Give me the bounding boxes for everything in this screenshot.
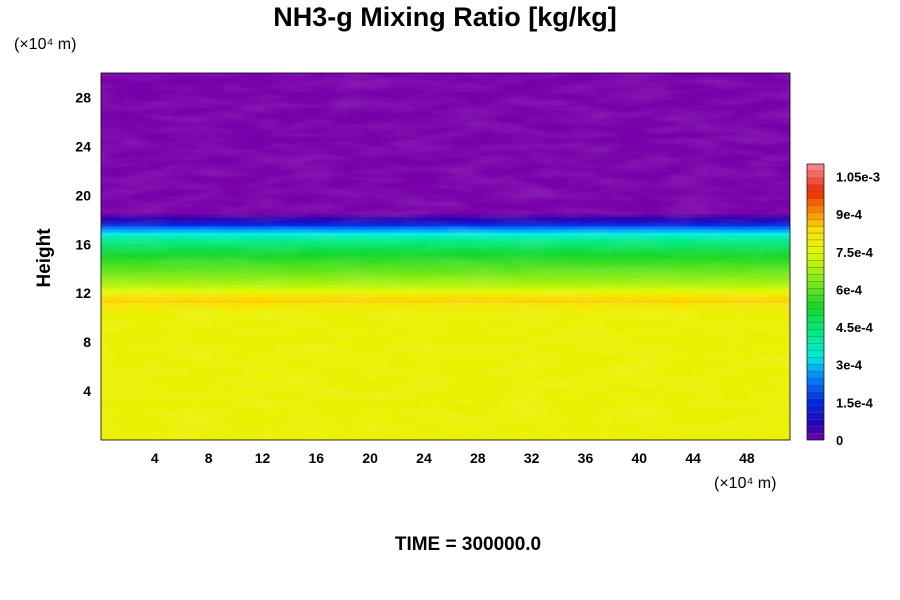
colorbar-segment xyxy=(806,281,825,289)
colorbar-segment xyxy=(806,225,825,234)
y-axis-label: Height xyxy=(34,228,55,288)
colorbar-segment xyxy=(806,419,825,427)
colorbar-segment xyxy=(806,198,825,206)
colorbar-segment xyxy=(806,232,825,241)
colorbar-tick-label: 0 xyxy=(836,433,843,448)
x-tick-label: 44 xyxy=(685,450,701,466)
colorbar-segment xyxy=(806,315,825,323)
colorbar-segment xyxy=(806,432,825,441)
colorbar-segment xyxy=(806,239,825,247)
y-tick-label: 4 xyxy=(83,383,91,399)
colorbar-segment xyxy=(806,391,825,399)
colorbar-segment xyxy=(806,363,825,372)
x-tick-label: 32 xyxy=(524,450,540,466)
x-unit-label: (×10⁴ m) xyxy=(714,475,776,492)
x-tick-label: 24 xyxy=(416,450,432,466)
colorbar-segment xyxy=(806,294,825,303)
x-tick-label: 12 xyxy=(255,450,271,466)
x-ticks: 4 8 12 16 20 24 28 32 36 40 44 48 xyxy=(151,450,755,466)
y-ticks: 4 8 12 16 20 24 28 xyxy=(75,89,91,399)
colorbar-segment xyxy=(806,274,825,282)
colorbar-segment xyxy=(806,412,825,420)
colorbar-segment xyxy=(806,253,825,261)
colorbar-tick-label: 7.5e-4 xyxy=(836,245,874,260)
y-tick-label: 28 xyxy=(75,89,91,105)
x-tick-label: 48 xyxy=(739,450,755,466)
colorbar-segment xyxy=(806,301,825,310)
x-tick-label: 36 xyxy=(578,450,594,466)
colorbar-segment xyxy=(806,191,825,199)
colorbar-tick-label: 9e-4 xyxy=(836,207,863,222)
colorbar-segment xyxy=(806,184,825,192)
colorbar-segment xyxy=(806,377,825,385)
x-tick-label: 8 xyxy=(205,450,213,466)
colorbar-segment xyxy=(806,246,825,254)
colorbar-segment xyxy=(806,384,825,392)
x-tick-label: 40 xyxy=(631,450,647,466)
colorbar-segment xyxy=(806,370,825,379)
x-tick-label: 28 xyxy=(470,450,486,466)
x-tick-label: 20 xyxy=(362,450,378,466)
x-tick-label: 4 xyxy=(151,450,159,466)
colorbar-segment xyxy=(806,350,825,358)
colorbar-segment xyxy=(806,405,825,413)
y-tick-label: 20 xyxy=(75,187,91,203)
y-tick-label: 8 xyxy=(83,334,91,350)
colorbar xyxy=(806,163,825,441)
colorbar-segment xyxy=(806,177,825,185)
colorbar-segment xyxy=(806,322,825,330)
colorbar-segment xyxy=(806,260,825,268)
field-texture xyxy=(101,73,790,440)
colorbar-tick-label: 4.5e-4 xyxy=(836,320,874,335)
colorbar-segment xyxy=(806,212,825,220)
colorbar-segment xyxy=(806,398,825,406)
colorbar-segment xyxy=(806,267,825,275)
colorbar-frame xyxy=(806,163,825,441)
colorbar-tick-label: 3e-4 xyxy=(836,358,863,373)
colorbar-segment xyxy=(806,205,825,213)
colorbar-tick-label: 1.5e-4 xyxy=(836,395,874,410)
colorbar-segment xyxy=(806,343,825,351)
colorbar-segment xyxy=(806,163,825,172)
colorbar-segment xyxy=(806,357,825,365)
colorbar-segment xyxy=(806,288,825,296)
plot-frame xyxy=(100,72,791,441)
chart-title: NH3-g Mixing Ratio [kg/kg] xyxy=(273,2,617,32)
colorbar-tick-label: 6e-4 xyxy=(836,282,863,297)
colorbar-segment xyxy=(806,329,825,337)
colorbar-segment xyxy=(806,170,825,178)
x-tick-label: 16 xyxy=(309,450,325,466)
colorbar-ticks: 0 1.5e-4 3e-4 4.5e-4 6e-4 7.5e-4 9e-4 1.05e-3 xyxy=(836,170,880,448)
y-tick-label: 24 xyxy=(75,138,91,154)
time-label: TIME = 300000.0 xyxy=(395,534,541,555)
y-unit-label: (×10⁴ m) xyxy=(14,36,76,53)
colorbar-tick-label: 1.05e-3 xyxy=(836,170,880,185)
y-tick-label: 12 xyxy=(75,285,91,301)
colorbar-segment xyxy=(806,426,825,434)
colorbar-segment xyxy=(806,219,825,227)
colorbar-segment xyxy=(806,336,825,344)
plot-area xyxy=(101,73,790,440)
colorbar-segment xyxy=(806,308,825,316)
y-tick-label: 16 xyxy=(75,236,91,252)
